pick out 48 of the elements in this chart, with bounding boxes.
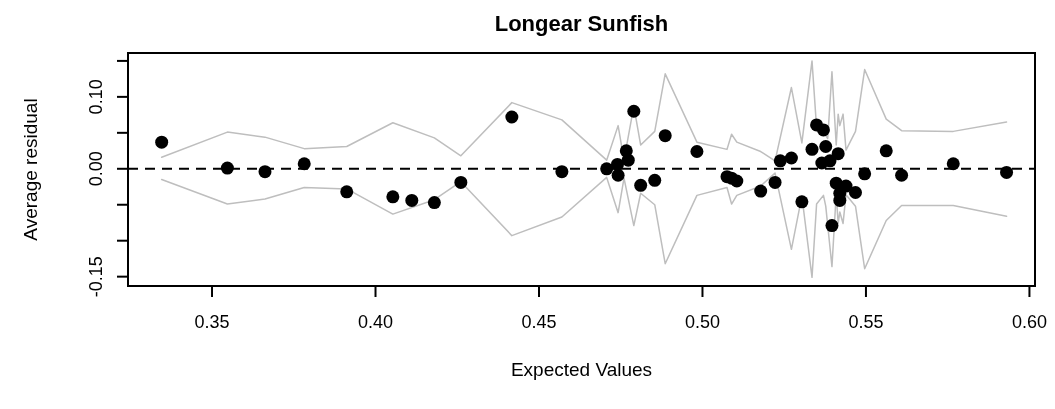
point	[648, 173, 662, 187]
point	[155, 135, 169, 149]
x-tick-label: 0.45	[521, 312, 557, 332]
point	[754, 184, 768, 198]
point	[784, 151, 798, 165]
point	[849, 186, 862, 200]
point	[611, 168, 625, 182]
point	[427, 196, 441, 210]
point	[858, 167, 872, 181]
point	[831, 147, 845, 161]
point	[773, 154, 787, 168]
point	[634, 178, 648, 192]
point	[505, 110, 519, 124]
x-tick-label: 0.50	[684, 312, 720, 332]
x-tick-label: 0.35	[194, 312, 230, 332]
point	[555, 165, 569, 179]
y-tick-label: 0.10	[86, 79, 106, 115]
y-tick-label: -0.15	[86, 256, 106, 298]
point	[690, 145, 704, 159]
point	[879, 144, 893, 158]
point	[825, 219, 839, 233]
point	[816, 123, 830, 137]
point	[658, 129, 672, 143]
x-tick-label: 0.55	[848, 312, 884, 332]
point	[768, 175, 782, 189]
y-axis-title: Average residual	[20, 98, 41, 241]
point	[340, 185, 354, 199]
point	[627, 104, 641, 118]
point	[258, 165, 272, 179]
x-tick-label: 0.60	[1011, 312, 1047, 332]
x-axis-title: Expected Values	[510, 359, 653, 380]
point	[386, 190, 400, 204]
point	[805, 142, 819, 156]
x-tick-label: 0.40	[357, 312, 394, 332]
point	[297, 157, 311, 171]
point	[600, 162, 614, 176]
point	[454, 175, 468, 189]
point	[819, 139, 833, 153]
point	[1000, 165, 1014, 179]
point	[895, 168, 909, 182]
chart-title: Longear Sunfish	[494, 11, 669, 36]
point	[621, 153, 635, 167]
y-tick-label: 0.00	[86, 151, 106, 187]
point	[946, 157, 960, 171]
point	[795, 195, 809, 209]
point	[220, 161, 234, 175]
point	[730, 174, 744, 188]
point	[405, 193, 419, 207]
